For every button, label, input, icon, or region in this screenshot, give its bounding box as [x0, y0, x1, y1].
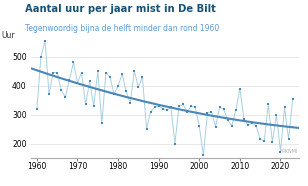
Point [51, 71, 55, 74]
Point [156, 105, 161, 108]
Point [87, 80, 92, 83]
Point [193, 106, 198, 109]
Point [189, 105, 194, 108]
Point [55, 71, 60, 74]
Point [172, 142, 177, 145]
Point [67, 78, 72, 81]
Text: Aantal uur per jaar mist in De Bilt: Aantal uur per jaar mist in De Bilt [25, 4, 216, 14]
Point [71, 61, 76, 64]
Point [152, 106, 157, 109]
Point [43, 39, 47, 42]
Point [270, 141, 275, 144]
Point [160, 107, 165, 110]
Point [38, 55, 43, 58]
Point [107, 76, 112, 78]
Point [241, 118, 246, 121]
Point [34, 107, 39, 110]
Point [197, 125, 202, 128]
Point [116, 84, 120, 87]
Point [176, 105, 181, 108]
Point [209, 110, 214, 113]
Point [148, 110, 153, 113]
Point [79, 71, 84, 74]
Point [213, 125, 218, 128]
Point [233, 109, 238, 112]
Point [111, 93, 116, 96]
Text: ©KNMI: ©KNMI [280, 149, 298, 154]
Point [274, 113, 279, 116]
Point [201, 154, 206, 157]
Point [290, 97, 295, 100]
Point [136, 86, 141, 89]
Point [229, 124, 234, 127]
Point [75, 81, 80, 84]
Point [99, 122, 104, 125]
Y-axis label: Uur: Uur [1, 31, 15, 40]
Point [120, 73, 125, 76]
Point [180, 103, 185, 106]
Point [205, 112, 210, 115]
Point [83, 103, 88, 106]
Point [237, 87, 242, 90]
Point [245, 123, 250, 126]
Point [286, 138, 291, 141]
Point [132, 70, 137, 73]
Point [168, 106, 173, 109]
Point [140, 76, 145, 78]
Point [217, 106, 222, 109]
Point [128, 102, 133, 105]
Text: Tegenwoordig bijna de helft minder dan rond 1960: Tegenwoordig bijna de helft minder dan r… [25, 24, 219, 33]
Point [144, 128, 149, 131]
Point [258, 138, 263, 141]
Point [124, 90, 129, 93]
Point [221, 107, 226, 110]
Point [184, 110, 189, 113]
Point [59, 89, 64, 92]
Point [63, 96, 68, 99]
Point [164, 109, 169, 112]
Point [278, 150, 283, 153]
Point [266, 103, 271, 106]
Point [249, 122, 254, 125]
Point [47, 93, 51, 96]
Point [91, 105, 96, 108]
Point [262, 139, 267, 142]
Point [225, 119, 230, 122]
Point [254, 124, 259, 127]
Point [103, 71, 108, 74]
Point [282, 106, 287, 109]
Point [95, 70, 100, 73]
